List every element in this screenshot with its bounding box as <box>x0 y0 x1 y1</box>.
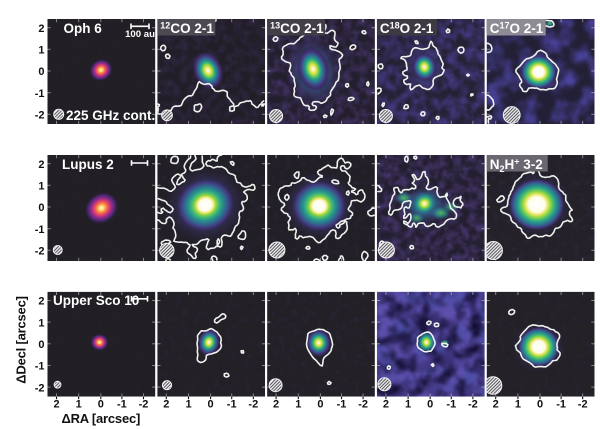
svg-text:100 au: 100 au <box>125 29 155 40</box>
svg-text:-1: -1 <box>337 399 347 411</box>
svg-text:2: 2 <box>383 399 389 411</box>
svg-text:C17O 2-1: C17O 2-1 <box>490 21 544 37</box>
svg-text:-1: -1 <box>35 224 45 236</box>
svg-text:-2: -2 <box>358 399 368 411</box>
svg-text:C18O 2-1: C18O 2-1 <box>380 21 434 37</box>
svg-text:2: 2 <box>38 23 44 35</box>
svg-text:0: 0 <box>208 399 214 411</box>
svg-text:Upper Sco 10: Upper Sco 10 <box>53 293 139 308</box>
svg-text:-2: -2 <box>35 382 45 394</box>
svg-text:1: 1 <box>295 399 301 411</box>
svg-text:-1: -1 <box>227 399 237 411</box>
svg-text:2: 2 <box>38 296 44 308</box>
svg-text:1: 1 <box>405 399 411 411</box>
svg-text:-2: -2 <box>35 246 45 258</box>
svg-text:0: 0 <box>537 399 543 411</box>
svg-text:1: 1 <box>515 399 521 411</box>
svg-text:2: 2 <box>53 399 59 411</box>
svg-text:-1: -1 <box>446 399 456 411</box>
svg-text:0: 0 <box>38 66 44 78</box>
svg-text:-2: -2 <box>248 399 258 411</box>
svg-text:2: 2 <box>38 159 44 171</box>
svg-text:1: 1 <box>185 399 191 411</box>
svg-text:1: 1 <box>76 399 82 411</box>
svg-text:1: 1 <box>38 181 44 193</box>
svg-text:-2: -2 <box>578 399 588 411</box>
svg-text:-1: -1 <box>35 88 45 100</box>
svg-text:0: 0 <box>38 339 44 351</box>
svg-text:Oph 6: Oph 6 <box>64 21 103 36</box>
svg-text:0: 0 <box>38 202 44 214</box>
svg-text:-1: -1 <box>117 399 127 411</box>
svg-text:ΔRA [arcsec]: ΔRA [arcsec] <box>61 411 140 426</box>
svg-text:1: 1 <box>38 45 44 57</box>
svg-text:0: 0 <box>317 399 323 411</box>
svg-text:-2: -2 <box>139 399 149 411</box>
svg-text:12CO 2-1: 12CO 2-1 <box>160 21 214 37</box>
svg-text:-2: -2 <box>468 399 478 411</box>
svg-text:1: 1 <box>38 317 44 329</box>
svg-text:2: 2 <box>163 399 169 411</box>
svg-text:2: 2 <box>273 399 279 411</box>
svg-text:-1: -1 <box>35 361 45 373</box>
svg-text:2: 2 <box>493 399 499 411</box>
svg-text:0: 0 <box>98 399 104 411</box>
svg-text:Lupus 2: Lupus 2 <box>62 157 114 172</box>
svg-text:225 GHz cont.: 225 GHz cont. <box>66 108 155 123</box>
svg-text:13CO 2-1: 13CO 2-1 <box>270 21 324 37</box>
svg-text:ΔDecl [arcsec]: ΔDecl [arcsec] <box>14 296 29 383</box>
svg-text:-2: -2 <box>35 110 45 122</box>
svg-text:0: 0 <box>427 399 433 411</box>
svg-text:-1: -1 <box>556 399 566 411</box>
